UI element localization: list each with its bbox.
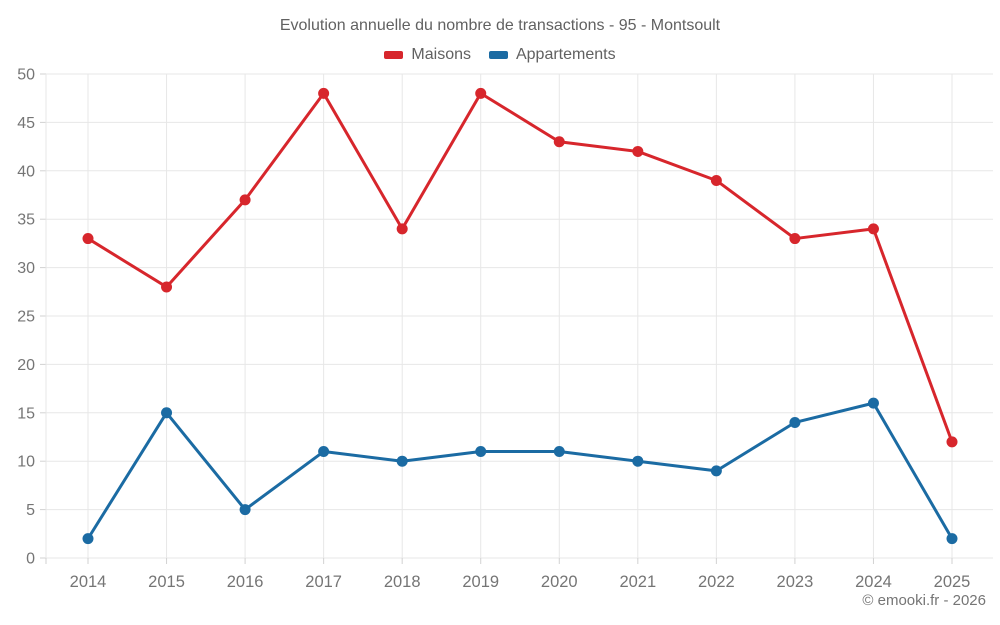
data-point-maisons-2014[interactable] xyxy=(82,233,94,245)
data-point-maisons-2023[interactable] xyxy=(789,233,801,245)
data-point-appartements-2021[interactable] xyxy=(632,455,644,467)
data-point-maisons-2019[interactable] xyxy=(475,87,487,99)
y-tick-label: 45 xyxy=(17,115,35,132)
x-tick-label: 2016 xyxy=(227,573,264,591)
y-tick-label: 50 xyxy=(17,67,35,84)
x-tick-label: 2025 xyxy=(934,573,971,591)
chart-title: Evolution annuelle du nombre de transact… xyxy=(279,17,721,34)
y-tick-label: 40 xyxy=(17,163,35,180)
legend-item-appartements[interactable]: Appartements xyxy=(488,46,616,64)
y-tick-label: 35 xyxy=(17,212,35,229)
y-tick-label: 20 xyxy=(17,357,35,374)
x-tick-label: 2019 xyxy=(462,573,499,591)
y-tick-label: 0 xyxy=(26,551,35,568)
data-point-maisons-2016[interactable] xyxy=(239,194,251,206)
x-tick-label: 2021 xyxy=(619,573,656,591)
data-point-appartements-2025[interactable] xyxy=(946,533,958,545)
legend-swatch-appartements-icon xyxy=(488,51,508,59)
legend-label-maisons: Maisons xyxy=(411,46,471,63)
data-point-appartements-2016[interactable] xyxy=(239,504,251,516)
y-tick-label: 10 xyxy=(17,454,35,471)
x-tick-label: 2022 xyxy=(698,573,735,591)
data-point-maisons-2018[interactable] xyxy=(396,223,408,235)
data-point-maisons-2021[interactable] xyxy=(632,145,644,157)
data-point-appartements-2015[interactable] xyxy=(161,407,173,419)
data-point-maisons-2020[interactable] xyxy=(553,136,565,148)
data-point-maisons-2024[interactable] xyxy=(867,223,879,235)
x-tick-label: 2017 xyxy=(305,573,342,591)
data-point-appartements-2020[interactable] xyxy=(553,446,565,458)
data-point-appartements-2017[interactable] xyxy=(318,446,330,458)
x-tick-label: 2014 xyxy=(70,573,107,591)
data-point-appartements-2022[interactable] xyxy=(710,465,722,477)
data-point-appartements-2024[interactable] xyxy=(867,397,879,409)
series-line-maisons xyxy=(86,91,954,444)
copyright-text: © emooki.fr - 2026 xyxy=(862,592,986,609)
y-tick-label: 15 xyxy=(17,405,35,422)
x-tick-label: 2020 xyxy=(541,573,578,591)
data-point-maisons-2025[interactable] xyxy=(946,436,958,448)
data-point-appartements-2019[interactable] xyxy=(475,446,487,458)
data-point-maisons-2015[interactable] xyxy=(161,281,173,293)
data-point-appartements-2023[interactable] xyxy=(789,416,801,428)
legend-label-appartements: Appartements xyxy=(515,46,616,63)
x-tick-label: 2024 xyxy=(855,573,892,591)
y-tick-label: 25 xyxy=(17,309,35,326)
series-line-appartements xyxy=(86,401,954,541)
y-tick-label: 30 xyxy=(17,260,35,277)
chart-legend: Maisons Appartements xyxy=(0,46,1000,64)
x-tick-label: 2015 xyxy=(148,573,185,591)
data-point-maisons-2022[interactable] xyxy=(710,174,722,186)
legend-swatch-maisons-icon xyxy=(384,51,404,59)
x-tick-label: 2023 xyxy=(777,573,814,591)
x-tick-label: 2018 xyxy=(384,573,421,591)
legend-item-maisons[interactable]: Maisons xyxy=(384,46,471,64)
y-tick-label: 5 xyxy=(26,502,35,519)
data-point-appartements-2014[interactable] xyxy=(82,533,94,545)
data-point-appartements-2018[interactable] xyxy=(396,455,408,467)
data-point-maisons-2017[interactable] xyxy=(318,87,330,99)
